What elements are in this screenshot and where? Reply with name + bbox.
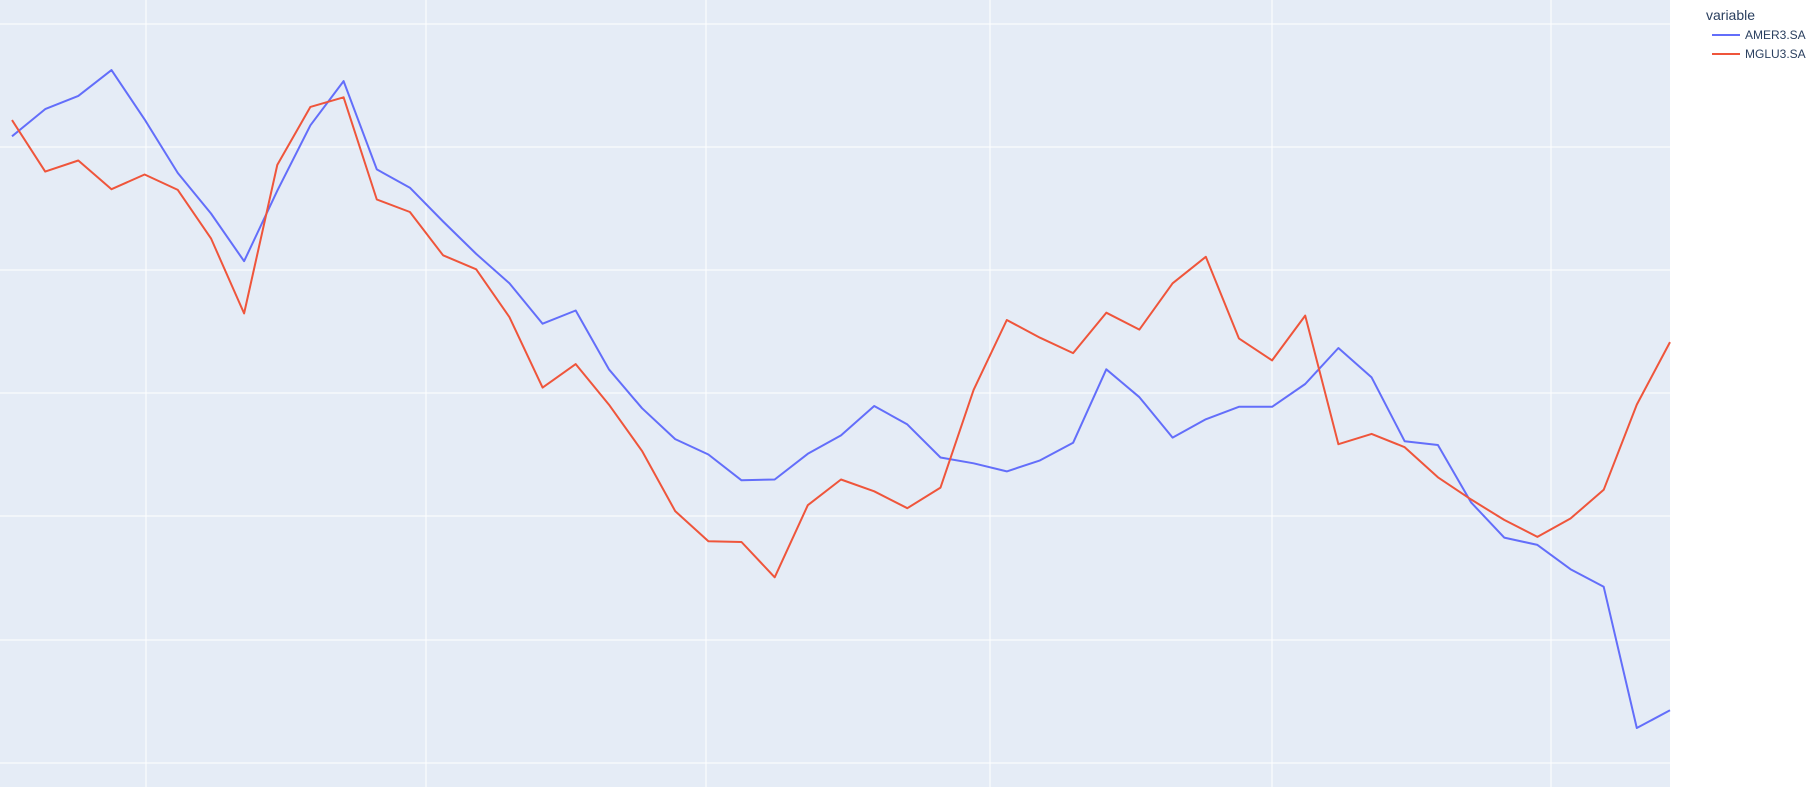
legend-title: variable bbox=[1706, 7, 1755, 23]
legend-label-amer3: AMER3.SA bbox=[1745, 28, 1806, 42]
legend-label-mglu3: MGLU3.SA bbox=[1745, 47, 1806, 61]
series-lines bbox=[11, 69, 1671, 729]
series-line-mglu3-sa[interactable] bbox=[11, 96, 1671, 579]
legend-item-amer3[interactable]: AMER3.SA bbox=[1712, 28, 1806, 42]
legend: variable AMER3.SA MGLU3.SA bbox=[1706, 7, 1806, 61]
series-line-amer3-sa[interactable] bbox=[11, 69, 1671, 729]
legend-item-mglu3[interactable]: MGLU3.SA bbox=[1712, 47, 1806, 61]
gridlines bbox=[0, 0, 1670, 787]
